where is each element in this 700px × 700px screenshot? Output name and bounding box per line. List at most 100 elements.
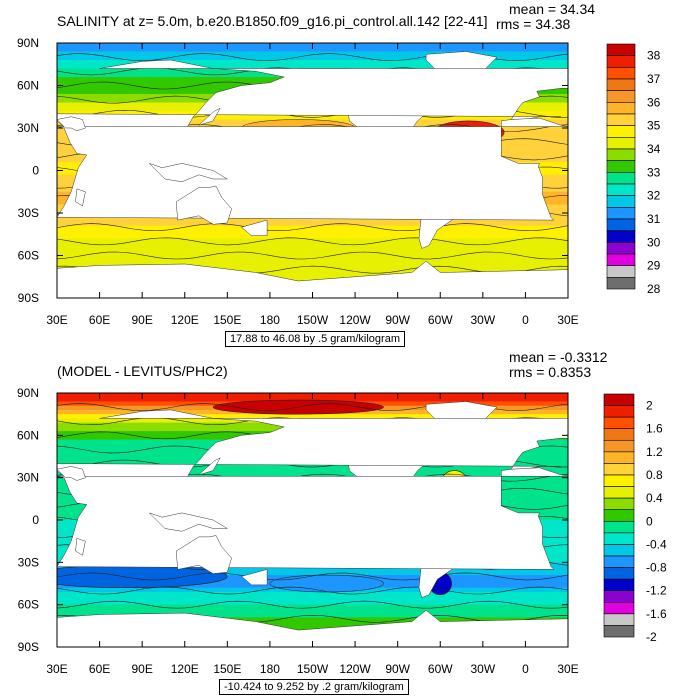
panel1-rms: rms = 34.38 [496,16,571,32]
salinity-band [57,217,568,222]
x-tick-label: 30E [557,313,578,327]
land-madagascar [75,537,86,556]
x-tick-label: 120W [339,313,371,327]
colorbar-cell [606,195,636,208]
ocean-field [57,393,568,647]
colorbar-cell [606,242,636,255]
x-tick-label: 60W [428,662,453,676]
colorbar-label: 1.2 [646,445,663,459]
x-tick-label: 60W [428,313,453,327]
colorbar-label: 28 [647,282,661,296]
land-indonesia [149,163,229,183]
salinity-band [57,234,568,239]
colorbar-cell [603,520,635,534]
colorbar-cell [603,613,635,626]
land-antarctica [57,260,568,298]
colorbar-label: 36 [647,95,661,109]
colorbar-cell [606,90,636,103]
colorbar-cell [606,125,636,138]
colorbar-cell [606,277,636,290]
salinity-band [57,47,568,52]
colorbar-cell [603,486,635,499]
colorbar-label: -1.2 [646,584,667,598]
colorbar-cell [606,253,636,266]
salinity-band [57,596,568,601]
x-tick-label: 30E [46,662,67,676]
land-indonesia [149,512,229,532]
colorbar-cell [603,544,635,557]
y-tick-label: 60S [18,249,39,263]
salinity-feature [269,574,384,593]
colorbar-label: 29 [647,259,661,273]
y-tick-label: 60N [17,428,39,442]
colorbar-cell [603,590,635,603]
colorbar-label: 2 [646,399,653,413]
x-tick-label: 150W [297,313,329,327]
colorbar-cell [603,497,635,511]
land-africa [57,467,568,570]
land-japan [198,457,221,476]
x-tick-label: 60E [89,662,110,676]
colorbar-label: -1.6 [646,607,667,621]
contour-line [57,586,568,595]
y-tick-label: 0 [32,164,39,178]
salinity-band [57,268,568,273]
colorbar-cell [603,532,635,545]
salinity-band [57,566,568,572]
panel1-mean: mean = 34.34 [509,1,596,17]
colorbar-label: -2 [646,630,657,644]
salinity-band [57,259,568,265]
colorbar-cell [606,102,636,115]
y-tick-label: 90N [17,36,39,50]
salinity-band [57,242,568,248]
colorbar-cell [606,265,636,278]
contour-line [57,572,568,581]
colorbar-cell [603,625,635,638]
salinity-band [57,473,568,479]
salinity-band [57,570,568,576]
colorbar-cell [606,137,636,150]
colorbar-label: 32 [647,189,661,203]
salinity-band [57,238,568,244]
land-antilles [240,219,268,236]
colorbar-cell [603,451,635,464]
colorbar-label: 0.4 [646,491,663,505]
x-tick-label: 0 [522,662,529,676]
x-tick-label: 120E [171,313,199,327]
y-tick-label: 30N [17,471,39,485]
y-tick-label: 60S [18,598,39,612]
x-tick-label: 30E [46,313,67,327]
y-tick-label: 90S [18,640,39,654]
panel1-title: SALINITY at z= 5.0m, b.e20.B1850.f09_g16… [57,13,488,29]
panel2-rms: rms = 0.8353 [509,364,592,380]
land-africa [57,117,568,221]
panel2-mean: mean = -0.3312 [509,349,608,365]
colorbar-cell [606,78,636,91]
colorbar-cell [606,43,636,56]
panel1-range-label: 17.88 to 46.08 by .5 gram/kilogram [225,331,405,347]
colorbar-cell [606,148,636,161]
y-tick-label: 30S [18,555,39,569]
ocean-field [57,43,568,298]
salinity-band [57,414,568,419]
salinity-band [57,255,568,261]
x-tick-label: 150E [213,662,241,676]
x-tick-label: 30W [470,662,495,676]
colorbar-cell [606,160,636,173]
salinity-band [57,276,568,282]
salinity-band [57,397,568,402]
colorbar-cell [606,55,636,68]
contour-line [57,251,568,260]
colorbar-cell [603,416,635,430]
salinity-band [57,64,568,69]
colorbar-label: 34 [647,142,661,156]
colorbar-cell [603,405,635,418]
land-arabia-sea-mask [57,466,86,481]
land-australia [175,185,232,225]
colorbar-cell [603,393,635,406]
colorbar-label: 1.6 [646,422,663,436]
colorbar-cell [606,183,636,196]
salinity-band [57,225,568,231]
x-tick-label: 0 [522,313,529,327]
x-tick-label: 90W [385,313,410,327]
